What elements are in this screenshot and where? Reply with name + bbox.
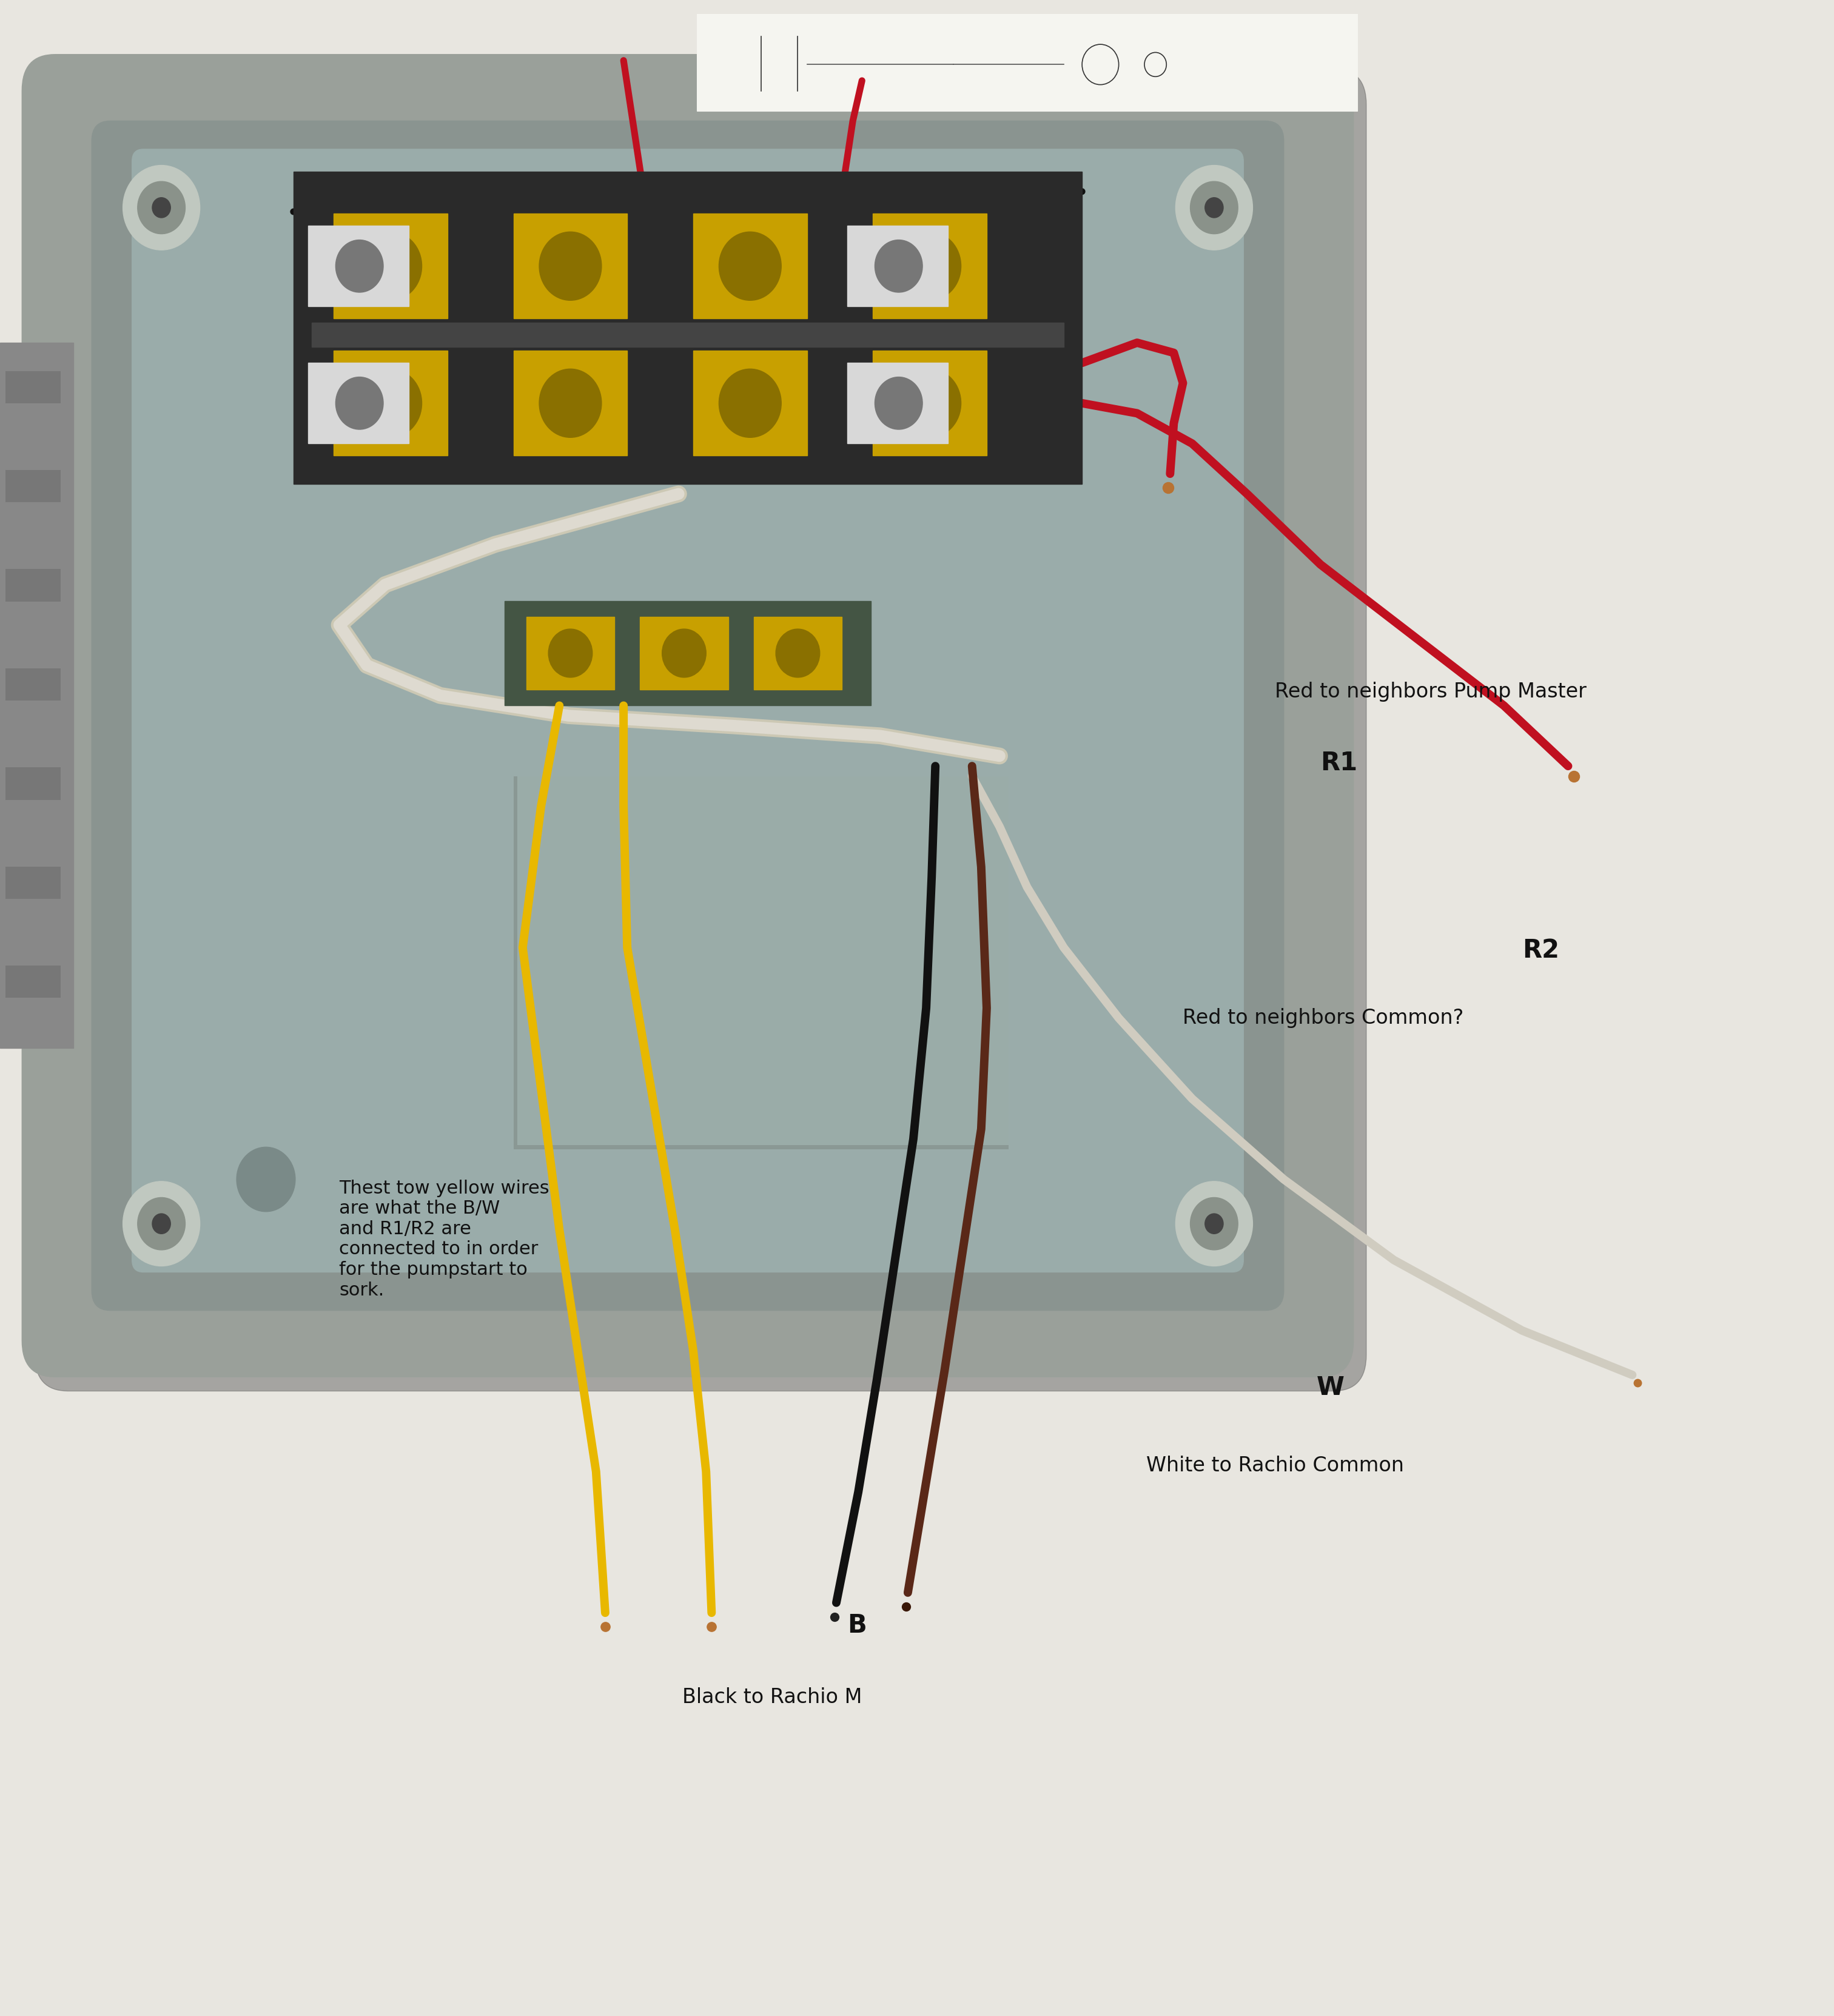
Bar [693,214,807,319]
Bar [334,214,447,319]
Bar [6,768,61,800]
Bar [308,226,409,306]
Bar [6,867,61,899]
Circle shape [1176,165,1253,250]
Circle shape [548,629,592,677]
Bar [504,601,871,706]
Bar [693,351,807,456]
Bar [847,226,948,306]
Text: Black to Rachio M: Black to Rachio M [682,1687,862,1708]
Circle shape [719,369,781,437]
Text: R1: R1 [1320,750,1357,776]
FancyBboxPatch shape [22,54,1353,1377]
Bar [6,470,61,502]
Bar [514,776,1009,1149]
Circle shape [138,181,185,234]
Circle shape [1190,181,1238,234]
Circle shape [1205,198,1223,218]
FancyBboxPatch shape [92,121,1284,1310]
Circle shape [875,377,923,429]
Circle shape [336,240,383,292]
Text: Red to neighbors Common?: Red to neighbors Common? [1183,1008,1464,1028]
Text: Thest tow yellow wires
are what the B/W
and R1/R2 are
connected to in order
for : Thest tow yellow wires are what the B/W … [339,1179,550,1298]
Bar [517,776,1009,1145]
Circle shape [1176,1181,1253,1266]
Bar [293,171,1082,484]
Circle shape [359,369,422,437]
Bar [697,14,1357,111]
FancyBboxPatch shape [35,69,1366,1391]
Bar [6,569,61,601]
Bar [873,351,987,456]
Circle shape [123,1181,200,1266]
Text: R2: R2 [1522,937,1559,964]
Text: W: W [1317,1375,1344,1401]
Circle shape [719,232,781,300]
Bar [0,343,73,1048]
Circle shape [899,369,961,437]
Text: B: B [847,1613,866,1639]
Bar [308,363,409,444]
Circle shape [875,240,923,292]
Circle shape [899,232,961,300]
Circle shape [152,198,171,218]
Bar [873,214,987,319]
Circle shape [220,1129,312,1230]
Circle shape [776,629,820,677]
Circle shape [123,165,200,250]
Bar [514,351,627,456]
Bar [754,617,842,689]
Bar [6,667,61,700]
Bar [526,617,614,689]
Circle shape [237,1147,295,1212]
FancyBboxPatch shape [132,149,1243,1272]
Circle shape [662,629,706,677]
Bar [514,214,627,319]
Circle shape [152,1214,171,1234]
Circle shape [138,1198,185,1250]
Circle shape [539,369,602,437]
Bar [334,351,447,456]
Circle shape [1190,1198,1238,1250]
Bar [6,966,61,998]
Bar [312,323,1064,347]
Circle shape [359,232,422,300]
Bar [640,617,728,689]
Circle shape [1205,1214,1223,1234]
Circle shape [336,377,383,429]
Bar [847,363,948,444]
Bar [6,371,61,403]
Circle shape [539,232,602,300]
Text: Red to neighbors Pump Master: Red to neighbors Pump Master [1275,681,1586,702]
Text: White to Rachio Common: White to Rachio Common [1146,1456,1405,1476]
